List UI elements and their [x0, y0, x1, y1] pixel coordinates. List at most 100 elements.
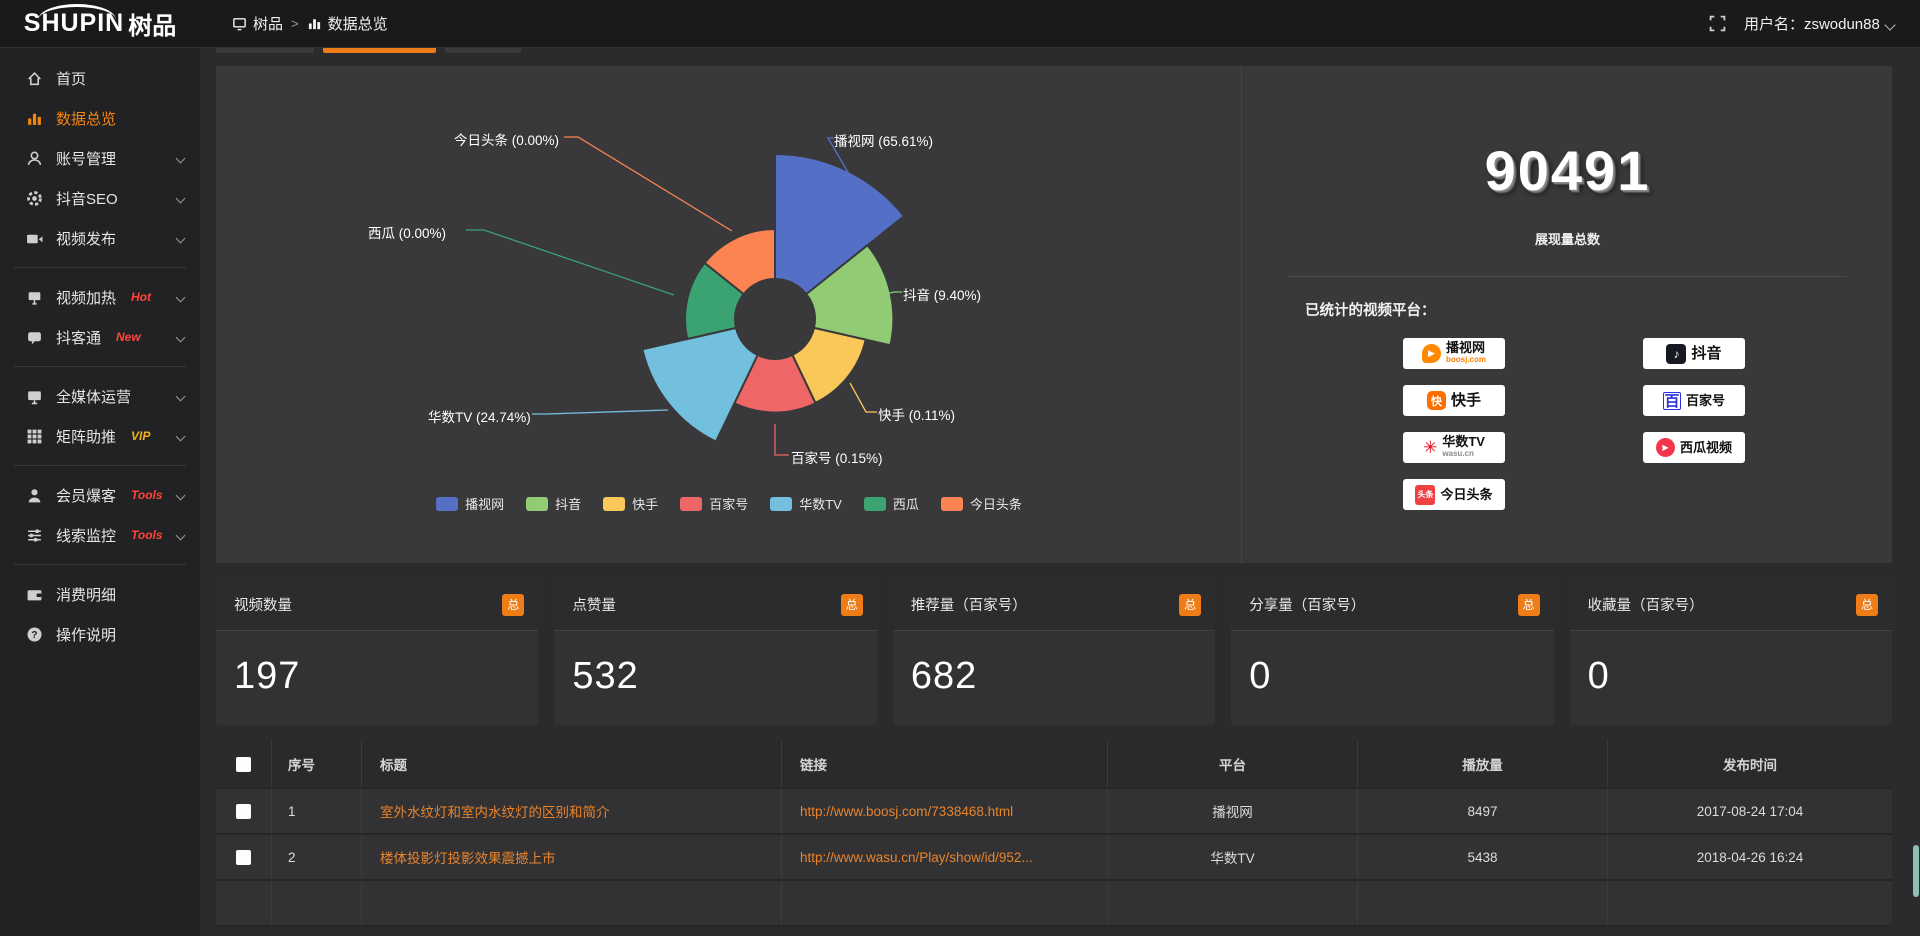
- breadcrumb-item-shupin[interactable]: 树品: [232, 13, 283, 34]
- tools-tag: Tools: [131, 488, 163, 502]
- fullscreen-icon[interactable]: [1709, 15, 1726, 32]
- chevron-down-icon: [175, 332, 186, 342]
- sliders-icon: [28, 528, 41, 542]
- cell-title-link[interactable]: 室外水纹灯和室内水纹灯的区别和简介: [362, 789, 782, 833]
- sidebar-item-data-overview[interactable]: 数据总览: [0, 98, 200, 138]
- chat-bubble-icon: [28, 331, 41, 344]
- sidebar-item-video-heat[interactable]: 视频加热 Hot: [0, 277, 200, 317]
- cell-url-link[interactable]: http://www.wasu.cn/Play/show/id/952...: [782, 835, 1108, 879]
- cell-platform: 播视网: [1108, 789, 1358, 833]
- select-all-checkbox[interactable]: [236, 756, 251, 772]
- cell-time: 2018-04-26 16:24: [1696, 849, 1804, 865]
- pie-slice-抖音[interactable]: [804, 243, 895, 347]
- stat-value: 532: [572, 655, 639, 697]
- stat-card-video-count: 视频数量总 197: [216, 579, 539, 725]
- col-header-platform: 平台: [1108, 741, 1358, 787]
- tools-tag: Tools: [131, 528, 163, 542]
- stat-value: 682: [910, 655, 978, 697]
- chevron-down-icon: [175, 233, 186, 243]
- top-header: SHUPIN 树品 树品 > 数据总览 用户名：zswodun88: [0, 0, 1920, 48]
- legend-item-boshiwang[interactable]: 播视网: [436, 494, 504, 513]
- sidebar-item-member-baoke[interactable]: 会员爆客 Tools: [0, 475, 200, 515]
- main-content: 抖音seo数据 全媒体运营数据 询盘数据 播视网 (65.61%) 抖音 (9.…: [200, 0, 1920, 927]
- col-header-link: 链接: [782, 741, 1108, 787]
- pie-label-kuaishou: 快手 (0.11%): [878, 408, 956, 423]
- video-camera-icon: [27, 234, 43, 243]
- stat-value: 0: [1587, 655, 1610, 697]
- legend-swatch: [603, 496, 626, 511]
- brand-logo[interactable]: SHUPIN 树品: [0, 0, 200, 48]
- username-menu[interactable]: 用户名：zswodun88: [1744, 13, 1896, 34]
- hot-tag: Hot: [131, 290, 152, 304]
- pie-slice-华数TV[interactable]: [641, 326, 759, 443]
- monitor-icon: [233, 18, 246, 31]
- sidebar-item-douketong[interactable]: 抖客通 New: [0, 317, 200, 357]
- legend-item-baijiahao[interactable]: 百家号: [680, 494, 748, 513]
- pie-label-douyin: 抖音 (9.40%): [903, 288, 982, 303]
- wasu-logo-icon: ✳: [1423, 437, 1438, 457]
- total-badge: 总: [1517, 593, 1540, 616]
- page-scrollbar-thumb[interactable]: [1913, 845, 1919, 897]
- legend-swatch: [436, 496, 459, 511]
- sidebar-item-instructions[interactable]: ? 操作说明: [0, 614, 200, 654]
- breadcrumb: 树品 > 数据总览: [232, 13, 388, 34]
- legend-item-kuaishou[interactable]: 快手: [603, 494, 658, 513]
- platform-badge-boshiwang: ▶ 播视网 boosj.com: [1403, 338, 1505, 369]
- legend-item-xigua[interactable]: 西瓜: [863, 494, 919, 513]
- chevron-down-icon: [175, 530, 186, 540]
- boosj-logo-icon: ▶: [1421, 344, 1441, 363]
- legend-swatch: [680, 496, 703, 511]
- vip-tag: VIP: [131, 429, 151, 443]
- pie-slice-今日头条[interactable]: [703, 227, 776, 296]
- legend-item-huashu-tv[interactable]: 华数TV: [770, 494, 842, 513]
- platform-badge-douyin: ♪ 抖音: [1643, 338, 1745, 369]
- rose-pie-chart[interactable]: [216, 66, 1242, 563]
- screen-boost-icon: [28, 291, 41, 305]
- xigua-logo-icon: ▶: [1655, 438, 1675, 457]
- chevron-down-icon: [175, 431, 186, 441]
- logo-text-suffix: 树品: [128, 13, 177, 40]
- new-tag: New: [116, 330, 141, 344]
- row-checkbox[interactable]: [236, 803, 251, 819]
- sidebar-item-consumption-details[interactable]: 消费明细: [0, 574, 200, 614]
- total-impressions-label: 展现量总数: [1534, 232, 1600, 247]
- platform-badge-huashu-tv: ✳ 华数TV wasu.cn: [1403, 432, 1505, 463]
- stat-card-favorites: 收藏量（百家号）总 0: [1569, 579, 1893, 725]
- sidebar-item-account-management[interactable]: 账号管理: [0, 138, 200, 178]
- sidebar-item-douyin-seo[interactable]: 抖音SEO: [0, 178, 200, 218]
- bar-chart-icon: [28, 113, 41, 125]
- douyin-logo-icon: ♪: [1666, 343, 1687, 364]
- user-icon: [28, 488, 41, 502]
- cell-title-link[interactable]: 楼体投影灯投影效果震撼上市: [362, 835, 782, 879]
- sidebar-item-video-publish[interactable]: 视频发布: [0, 218, 200, 258]
- breadcrumb-item-data-overview[interactable]: 数据总览: [307, 13, 388, 34]
- stat-value: 0: [1249, 655, 1272, 697]
- pie-label-baijiahao: 百家号 (0.15%): [791, 451, 883, 466]
- sidebar-item-omnimedia-operation[interactable]: 全媒体运营: [0, 376, 200, 416]
- platform-badge-baijiahao: 百 百家号: [1643, 385, 1745, 416]
- sidebar-item-home[interactable]: 首页: [0, 58, 200, 98]
- pie-slice-播视网[interactable]: [774, 152, 906, 296]
- pie-leader-line: [532, 409, 669, 415]
- cell-index: 2: [272, 835, 362, 879]
- legend-swatch: [770, 496, 793, 511]
- user-icon: [27, 151, 42, 165]
- sidebar-divider: [14, 564, 186, 565]
- cell-plays: 8497: [1358, 789, 1608, 833]
- legend-item-toutiao[interactable]: 今日头条: [940, 494, 1022, 513]
- chevron-down-icon: [175, 153, 186, 163]
- total-badge: 总: [1856, 593, 1879, 616]
- sidebar-item-matrix-boost[interactable]: 矩阵助推 VIP: [0, 416, 200, 456]
- stat-card-recommendations: 推荐量（百家号）总 682: [892, 579, 1216, 725]
- overview-panel: 播视网 (65.61%) 抖音 (9.40%) 快手 (0.11%) 百家号 (…: [216, 66, 1892, 563]
- pie-leader-line: [564, 136, 733, 232]
- pie-label-xigua: 西瓜 (0.00%): [368, 226, 447, 241]
- sidebar-nav: 首页 数据总览 账号管理 抖音SEO 视频发布 视频加热 Hot 抖客通 New…: [0, 48, 200, 936]
- row-checkbox[interactable]: [236, 849, 251, 865]
- sidebar-item-lead-monitoring[interactable]: 线索监控 Tools: [0, 515, 200, 555]
- total-badge: 总: [840, 593, 863, 616]
- cell-url-link[interactable]: http://www.boosj.com/7338468.html: [782, 789, 1108, 833]
- legend-item-douyin[interactable]: 抖音: [526, 494, 581, 513]
- table-row-partial: [216, 881, 1892, 927]
- pie-label-huashu-tv: 华数TV (24.74%): [428, 410, 531, 425]
